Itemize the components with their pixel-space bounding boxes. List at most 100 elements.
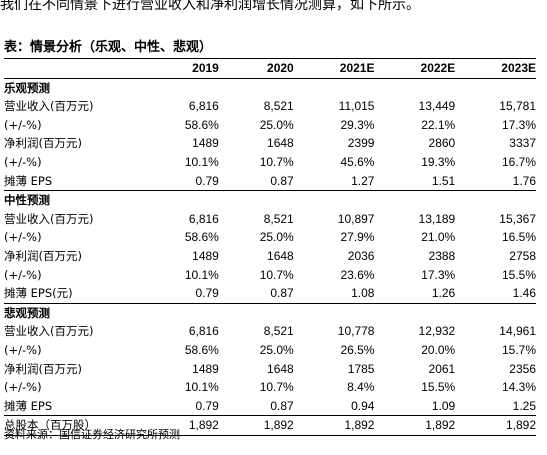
cell: 2036 [347, 248, 375, 263]
cell: 11,015 [338, 99, 375, 114]
cell: 1.09 [431, 398, 456, 413]
cell: 8.4% [347, 380, 375, 395]
header-cell [4, 58, 144, 79]
cell: 0.87 [270, 398, 294, 413]
data-row: 净利润(百万元) 1489 1648 2399 2860 3337 [4, 134, 536, 153]
row-label: (+/-%) [4, 230, 42, 245]
row-label: 净利润(百万元) [4, 361, 82, 376]
cell: 45.6% [340, 154, 375, 169]
data-row: (+/-%) 10.1% 10.7% 8.4% 15.5% 14.3% [4, 378, 536, 397]
source-note: 资料来源：国信证券经济研究所预测 [4, 428, 180, 441]
data-row: (+/-%) 58.6% 25.0% 29.3% 22.1% 17.3% [4, 116, 536, 135]
data-row: 摊薄 EPS 0.79 0.87 0.94 1.09 1.25 [4, 397, 536, 416]
cell: 10,778 [337, 324, 375, 339]
cell: 0.79 [195, 173, 219, 188]
cell: 2356 [509, 361, 536, 376]
cell: 58.6% [184, 117, 219, 132]
cell: 0.87 [270, 286, 294, 301]
column-header: 2022E [374, 58, 456, 79]
cell: 10.7% [259, 267, 294, 282]
cell: 26.5% [340, 342, 375, 357]
cell: 16.5% [501, 230, 536, 245]
cell: 1.51 [431, 173, 456, 188]
cell: 14,961 [499, 324, 536, 339]
cell: 2061 [428, 361, 456, 376]
cell: 1,892 [144, 415, 219, 436]
row-label: 营业收入(百万元) [4, 211, 94, 226]
data-row: (+/-%) 58.6% 25.0% 26.5% 20.0% 15.7% [4, 341, 536, 360]
cell: 58.6% [184, 342, 219, 357]
cell: 12,932 [418, 324, 456, 339]
row-label: 摊薄 EPS [4, 173, 53, 188]
cell: 2860 [428, 136, 456, 151]
cell: 17.3% [501, 117, 536, 132]
row-label: (+/-%) [4, 267, 42, 282]
cell: 15.5% [421, 380, 456, 395]
row-label: (+/-%) [4, 117, 42, 132]
cell: 15.5% [501, 267, 536, 282]
row-label: (+/-%) [4, 342, 42, 357]
cell: 3337 [509, 136, 536, 151]
cell: 13,189 [418, 211, 456, 226]
cell: 23.6% [340, 267, 375, 282]
column-header: 2020 [218, 58, 294, 79]
header-row: 2019 2020 2021E 2022E 2023E [4, 58, 536, 79]
data-row: (+/-%) 58.6% 25.0% 27.9% 21.0% 16.5% [4, 228, 536, 247]
cell: 1648 [267, 361, 294, 376]
cell: 22.1% [421, 117, 456, 132]
row-label: (+/-%) [4, 380, 42, 395]
row-label: 净利润(百万元) [4, 248, 82, 263]
cell: 1489 [192, 248, 219, 263]
cell: 1.08 [351, 286, 375, 301]
row-label: (+/-%) [4, 154, 42, 169]
cell: 1,892 [374, 415, 456, 436]
cell: 14.3% [501, 380, 536, 395]
cell: 8,521 [263, 99, 294, 114]
cell: 15,781 [499, 99, 536, 114]
cell: 1,892 [218, 415, 294, 436]
section-row: 乐观预测 [4, 77, 536, 98]
cell: 10.1% [184, 267, 219, 282]
cell: 15,367 [499, 211, 536, 226]
cell: 0.87 [270, 173, 294, 188]
row-label: 摊薄 EPS(元) [4, 286, 73, 301]
cell: 58.6% [184, 230, 219, 245]
data-row: (+/-%) 10.1% 10.7% 45.6% 19.3% 16.7% [4, 153, 536, 172]
row-label: 净利润(百万元) [4, 136, 82, 151]
data-row: 营业收入(百万元) 6,816 8,521 10,778 12,932 14,961 [4, 322, 536, 341]
cell: 2399 [347, 136, 375, 151]
column-header: 2023E [455, 58, 536, 79]
cell: 0.94 [351, 398, 375, 413]
cell: 2758 [509, 248, 536, 263]
cell: 0.79 [195, 398, 219, 413]
column-header: 2021E [293, 58, 375, 79]
cell: 8,521 [263, 324, 294, 339]
cell: 1,892 [293, 415, 375, 436]
data-row: 营业收入(百万元) 6,816 8,521 11,015 13,449 15,781 [4, 97, 536, 116]
cell: 15.7% [501, 342, 536, 357]
cell: 1.26 [431, 286, 456, 301]
cell: 17.3% [421, 267, 456, 282]
cell: 8,521 [263, 211, 294, 226]
cell: 10.7% [259, 380, 294, 395]
data-row: 营业收入(百万元) 6,816 8,521 10,897 13,189 15,367 [4, 210, 536, 229]
cell: 1.76 [512, 173, 536, 188]
cell: 19.3% [421, 154, 456, 169]
row-label: 摊薄 EPS [4, 398, 53, 413]
cell: 10.7% [259, 154, 294, 169]
section-row: 中性预测 [4, 190, 536, 210]
intro-text: 我们在不同情景下进行营业收入和净利润增长情况测算，如下所示。 [0, 0, 420, 13]
cell: 20.0% [421, 342, 456, 357]
data-row: 净利润(百万元) 1489 1648 2036 2388 2758 [4, 247, 536, 266]
cell: 1648 [267, 248, 294, 263]
cell: 1.25 [512, 398, 536, 413]
data-row: 净利润(百万元) 1489 1648 1785 2061 2356 [4, 360, 536, 379]
cell: 16.7% [501, 154, 536, 169]
section-title: 悲观预测 [4, 302, 536, 323]
cell: 10.1% [184, 380, 219, 395]
data-row: (+/-%) 10.1% 10.7% 23.6% 17.3% 15.5% [4, 266, 536, 285]
cell: 1489 [192, 361, 219, 376]
column-header: 2019 [144, 58, 219, 79]
section-title: 中性预测 [4, 190, 536, 210]
cell: 6,816 [188, 99, 219, 114]
